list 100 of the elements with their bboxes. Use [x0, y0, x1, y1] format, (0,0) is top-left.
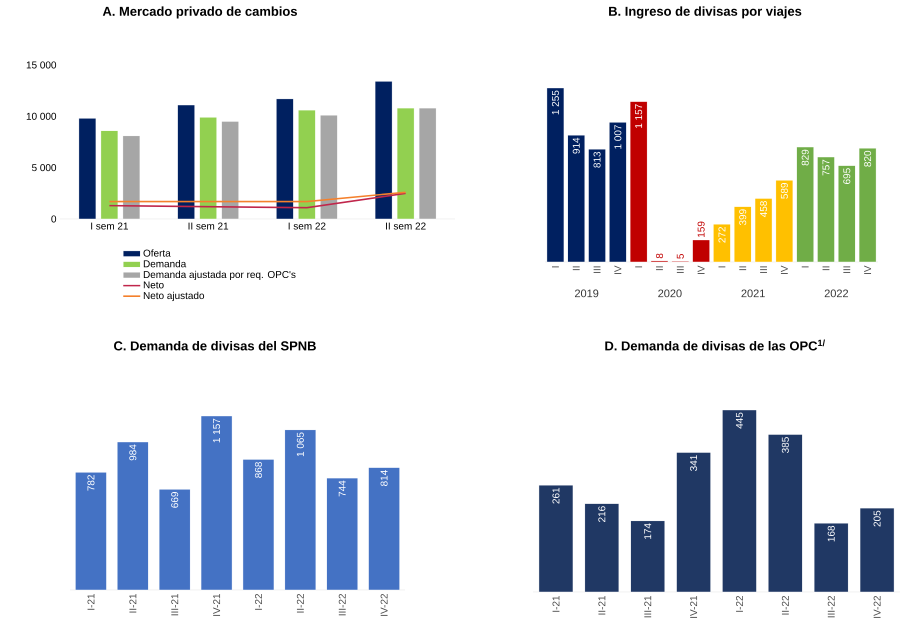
bar: [584, 503, 620, 592]
x-tick-label: IV: [780, 266, 788, 274]
x-tick-label: I-22: [736, 596, 743, 612]
data-label: 205: [874, 510, 881, 526]
data-label: 341: [690, 455, 698, 471]
data-label: 1 157: [213, 418, 220, 442]
bar: [768, 434, 803, 592]
x-tick-label: I: [802, 266, 809, 268]
bar: [692, 240, 710, 262]
data-label: 695: [843, 168, 850, 184]
x-tick-label: III-22: [828, 596, 835, 618]
data-label: 1 007: [614, 125, 622, 149]
chart-title: C. Demanda de divisas del SPNB: [114, 340, 316, 350]
bar: [374, 81, 392, 220]
bar: [722, 410, 757, 592]
x-tick-label: IV-21: [213, 594, 220, 616]
x-tick-label: III: [594, 266, 600, 273]
bar: [546, 88, 564, 262]
bar: [122, 136, 140, 220]
bar: [276, 98, 294, 220]
x-tick-label: II-22: [296, 594, 304, 613]
x-tick-label: I: [718, 266, 726, 268]
x-tick-label: IV-22: [380, 594, 388, 616]
x-tick-label: II: [822, 266, 830, 270]
data-label: 757: [822, 160, 830, 176]
x-tick-label: III: [676, 266, 684, 273]
x-tick-label: III: [843, 266, 850, 273]
chart-title: B. Ingreso de divisas por viajes: [609, 6, 802, 18]
legend-label: Demanda: [144, 260, 186, 268]
bar: [221, 121, 239, 220]
x-tick-label: III-21: [171, 594, 178, 616]
x-tick-label: II sem 22: [386, 222, 426, 230]
bar: [860, 508, 894, 592]
x-tick-label: I: [552, 266, 559, 268]
bar: [199, 117, 217, 220]
y-tick-label: 5 000: [32, 164, 56, 172]
bar: [158, 489, 190, 590]
y-tick-label: 15 000: [26, 61, 56, 69]
text: 2020: [658, 290, 682, 298]
data-label: 445: [736, 412, 743, 429]
bar: [734, 206, 752, 262]
bar: [754, 198, 772, 262]
bar: [200, 416, 232, 590]
x-tick-label: I sem 21: [91, 222, 128, 230]
data-label: 914: [572, 138, 580, 154]
bar: [242, 459, 274, 590]
bar: [326, 478, 358, 590]
x-tick-label: III-21: [644, 596, 652, 618]
data-label: 5: [676, 254, 684, 259]
legend-label: Demanda ajustada por req. OPC's: [144, 270, 296, 280]
bar: [284, 430, 316, 590]
data-label: 8: [656, 254, 664, 258]
bar: [838, 165, 856, 262]
legend-label: Neto: [144, 281, 164, 288]
data-label: 458: [760, 201, 768, 218]
data-label: 168: [828, 526, 835, 542]
x-tick-label: II-21: [129, 594, 136, 613]
bar: [320, 115, 338, 220]
data-label: 813: [594, 152, 601, 168]
chart-title: A. Mercado privado de cambios: [102, 6, 297, 18]
text: 2021: [741, 290, 765, 298]
data-label: 1 157: [635, 104, 642, 128]
x-tick-label: II-21: [598, 596, 606, 615]
bar: [75, 472, 107, 590]
data-label: 272: [718, 226, 726, 243]
data-label: 984: [129, 444, 136, 460]
data-label: 589: [780, 182, 788, 199]
data-label: 868: [254, 462, 262, 478]
bar: [858, 148, 876, 262]
bar: [776, 180, 794, 262]
data-label: 782: [87, 475, 94, 491]
data-label: 829: [802, 150, 809, 166]
legend-label: Oferta: [144, 249, 171, 257]
x-tick-label: I sem 22: [288, 222, 326, 230]
x-tick-label: IV-22: [874, 596, 881, 618]
data-label: 1 065: [296, 432, 304, 456]
data-label: 1 255: [552, 90, 559, 114]
bar: [78, 118, 96, 220]
text: 2019: [574, 290, 598, 298]
x-tick-label: IV-21: [690, 596, 698, 618]
bar: [568, 135, 585, 262]
data-label: 669: [171, 492, 178, 508]
x-tick-label: III-22: [338, 594, 346, 616]
data-label: 399: [739, 209, 746, 226]
bar: [418, 108, 436, 220]
bar: [298, 110, 316, 220]
x-tick-label: I-21: [87, 594, 94, 610]
legend-label: Neto ajustado: [144, 292, 204, 302]
bar: [630, 520, 665, 592]
bar: [117, 442, 149, 590]
x-tick-label: I-22: [254, 594, 262, 610]
bar: [796, 146, 814, 262]
x-tick-label: IV: [864, 266, 872, 274]
bar: [817, 156, 835, 262]
bar: [396, 108, 414, 220]
x-tick-label: II: [739, 266, 746, 270]
data-label: 174: [644, 523, 652, 539]
x-tick-label: IV: [698, 266, 705, 274]
chart-title: D. Demanda de divisas de las OPC$^{1/}$: [605, 339, 825, 350]
bar: [713, 224, 731, 262]
